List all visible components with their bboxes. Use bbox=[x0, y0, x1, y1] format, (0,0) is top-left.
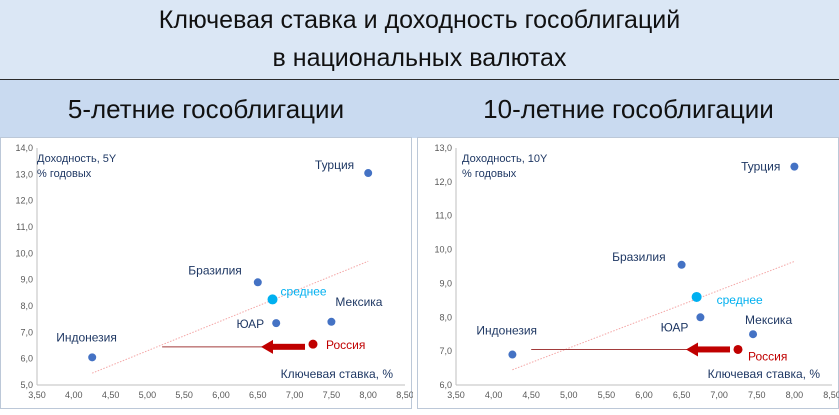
point-label: Турция bbox=[741, 160, 780, 174]
y-axis-title-line2: % годовых bbox=[462, 168, 517, 180]
x-tick-label: 3,50 bbox=[28, 390, 46, 400]
x-tick-label: 8,00 bbox=[786, 390, 804, 400]
x-tick-label: 8,00 bbox=[359, 390, 377, 400]
point-country bbox=[677, 260, 686, 269]
russia-arrow-shaft bbox=[271, 343, 305, 350]
y-tick-label: 7,0 bbox=[20, 327, 33, 337]
russia-arrow-shaft bbox=[696, 346, 730, 353]
point-country bbox=[327, 317, 336, 326]
x-tick-label: 6,00 bbox=[635, 390, 653, 400]
x-tick-label: 3,50 bbox=[447, 390, 465, 400]
russia-arrow-head bbox=[261, 339, 273, 354]
point-label: среднее bbox=[281, 284, 327, 298]
y-tick-label: 5,0 bbox=[20, 380, 33, 390]
point-country bbox=[508, 350, 517, 359]
y-tick-label: 13,0 bbox=[15, 169, 33, 179]
y-tick-label: 7,0 bbox=[439, 346, 452, 356]
x-tick-label: 6,50 bbox=[249, 390, 267, 400]
y-tick-label: 12,0 bbox=[15, 196, 33, 206]
trendline bbox=[512, 260, 795, 371]
title-band: Ключевая ставка и доходность гособлигаци… bbox=[0, 0, 839, 80]
y-tick-label: 6,0 bbox=[20, 354, 33, 364]
y-tick-label: 12,0 bbox=[434, 177, 452, 187]
chart-10y-panel: 6,0 7,0 8,0 9,0 10,0 11,0 12,0 13,0 3,50 4,00 4,50… bbox=[417, 137, 839, 409]
trendline bbox=[92, 260, 369, 374]
point-average bbox=[267, 294, 278, 305]
chart-10y: 6,0 7,0 8,0 9,0 10,0 11,0 12,0 13,0 3,50 4,00 4,50… bbox=[434, 143, 839, 400]
x-tick-label: 5,50 bbox=[598, 390, 616, 400]
y-axis-title-line2: % годовых bbox=[37, 168, 92, 180]
x-axis-title: Ключевая ставка, % bbox=[708, 367, 821, 381]
x-tick-label: 5,00 bbox=[139, 390, 157, 400]
page-title-line1: Ключевая ставка и доходность гособлигаци… bbox=[158, 6, 681, 34]
y-tick-label: 8,0 bbox=[439, 312, 452, 322]
x-tick-label: 5,50 bbox=[175, 390, 193, 400]
x-tick-label: 7,50 bbox=[323, 390, 341, 400]
point-label: Россия bbox=[748, 349, 787, 363]
y-axis-title: Доходность, 5Y bbox=[37, 153, 117, 165]
y-tick-label: 6,0 bbox=[439, 380, 452, 390]
x-tick-label: 7,50 bbox=[748, 390, 766, 400]
point-country bbox=[749, 330, 758, 339]
point-country bbox=[696, 313, 705, 322]
point-label: ЮАР bbox=[661, 320, 689, 334]
y-tick-label: 10,0 bbox=[15, 248, 33, 258]
x-tick-label: 7,00 bbox=[710, 390, 728, 400]
y-tick-label: 13,0 bbox=[434, 143, 452, 153]
point-label: Индонезия bbox=[56, 330, 117, 344]
point-label: Турция bbox=[315, 158, 354, 172]
y-tick-label: 8,0 bbox=[20, 301, 33, 311]
point-label: Россия bbox=[326, 338, 365, 352]
x-axis-title: Ключевая ставка, % bbox=[281, 367, 394, 381]
point-label: Индонезия bbox=[476, 324, 537, 338]
point-russia bbox=[308, 339, 318, 349]
page-title-line2: в национальных валютах bbox=[272, 44, 567, 72]
x-tick-label: 4,00 bbox=[65, 390, 83, 400]
y-tick-label: 9,0 bbox=[20, 275, 33, 285]
x-tick-label: 6,50 bbox=[673, 390, 691, 400]
x-tick-label: 8,50 bbox=[823, 390, 839, 400]
x-tick-label: 8,50 bbox=[396, 390, 413, 400]
point-country bbox=[364, 169, 373, 178]
point-label: Мексика bbox=[745, 313, 792, 327]
subtitle-band: 5-летние гособлигации 10-летние гособлиг… bbox=[0, 80, 839, 138]
x-tick-label: 6,00 bbox=[212, 390, 230, 400]
y-tick-label: 10,0 bbox=[434, 245, 452, 255]
point-label: среднее bbox=[717, 293, 763, 307]
point-country bbox=[253, 278, 262, 287]
point-russia bbox=[733, 344, 743, 354]
point-label: ЮАР bbox=[236, 317, 264, 331]
y-tick-label: 11,0 bbox=[435, 211, 452, 221]
y-tick-label: 14,0 bbox=[15, 143, 33, 153]
chart-5y: 5,0 6,0 7,0 8,0 9,0 10,0 11,0 12,0 13,0 14,0 3,50 4… bbox=[15, 143, 413, 400]
x-tick-label: 5,00 bbox=[560, 390, 578, 400]
x-tick-label: 4,50 bbox=[102, 390, 120, 400]
x-tick-label: 4,50 bbox=[522, 390, 540, 400]
y-axis-title: Доходность, 10Y bbox=[462, 153, 548, 165]
x-tick-label: 4,00 bbox=[485, 390, 503, 400]
chart-5y-panel: 5,0 6,0 7,0 8,0 9,0 10,0 11,0 12,0 13,0 14,0 3,50 4… bbox=[0, 137, 414, 409]
point-label: Мексика bbox=[335, 295, 382, 309]
russia-arrow-head bbox=[686, 342, 698, 357]
x-tick-label: 7,00 bbox=[286, 390, 304, 400]
y-tick-label: 9,0 bbox=[439, 278, 452, 288]
point-label: Бразилия bbox=[188, 263, 242, 277]
point-label: Бразилия bbox=[612, 250, 666, 264]
point-country bbox=[272, 319, 281, 328]
point-country bbox=[88, 353, 97, 362]
right-subtitle: 10-летние гособлигации bbox=[483, 94, 774, 124]
left-subtitle: 5-летние гособлигации bbox=[67, 94, 345, 124]
point-country bbox=[790, 162, 799, 171]
y-tick-label: 11,0 bbox=[16, 222, 33, 232]
point-average bbox=[691, 291, 702, 302]
